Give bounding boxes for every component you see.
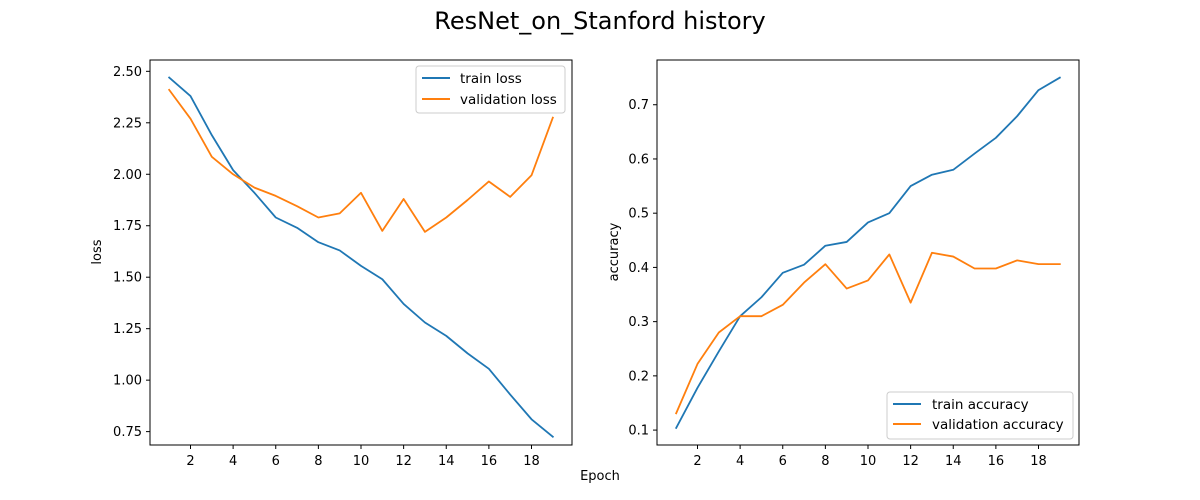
loss-y-ticks: 0.75 1.00 1.25 1.50 1.75 2.00 2.25 2.50 (113, 65, 150, 440)
loss-chart: 2 4 6 8 10 12 14 16 18 0.75 1.00 1.25 1.50 1.75 2.00 2… (90, 59, 573, 469)
accuracy-legend-label-validation: validation accuracy (932, 417, 1064, 433)
loss-legend: train loss validation loss (415, 65, 566, 114)
loss-y-tick-label: 2.25 (113, 116, 142, 131)
shared-x-axis-label: Epoch (580, 469, 620, 484)
accuracy-x-tick-label: 4 (736, 454, 744, 469)
accuracy-x-tick-label: 6 (779, 454, 787, 469)
accuracy-x-tick-label: 16 (988, 454, 1005, 469)
loss-y-tick-label: 1.75 (113, 219, 142, 234)
validation-loss-line (167, 88, 554, 233)
loss-x-tick-label: 4 (229, 454, 237, 469)
loss-x-tick-label: 14 (438, 454, 455, 469)
loss-legend-box (415, 65, 566, 114)
accuracy-x-tick-label: 2 (693, 454, 701, 469)
validation-accuracy-line (674, 251, 1061, 415)
loss-x-tick-label: 2 (186, 454, 194, 469)
accuracy-y-tick-label: 0.7 (628, 98, 649, 113)
loss-x-ticks: 2 4 6 8 10 12 14 16 18 (186, 445, 540, 469)
loss-x-tick-label: 6 (272, 454, 280, 469)
accuracy-y-tick-label: 0.5 (628, 207, 649, 222)
loss-y-tick-label: 2.50 (113, 65, 142, 80)
loss-x-tick-label: 18 (523, 454, 540, 469)
accuracy-legend-box (886, 391, 1074, 440)
accuracy-legend-label-train: train accuracy (932, 397, 1029, 413)
accuracy-x-ticks: 2 4 6 8 10 12 14 16 18 (693, 445, 1047, 469)
loss-x-tick-label: 16 (481, 454, 498, 469)
loss-series (167, 76, 555, 439)
accuracy-y-axis-label: accuracy (607, 222, 622, 281)
accuracy-x-tick-label: 18 (1030, 454, 1047, 469)
accuracy-x-tick-label: 8 (821, 454, 829, 469)
accuracy-y-tick-label: 0.1 (628, 424, 649, 439)
loss-legend-label-validation: validation loss (460, 92, 557, 108)
accuracy-x-tick-label: 12 (902, 454, 919, 469)
loss-x-tick-label: 10 (353, 454, 370, 469)
loss-y-tick-label: 1.25 (113, 322, 142, 337)
loss-y-tick-label: 1.00 (113, 374, 142, 389)
loss-y-axis-label: loss (90, 239, 105, 264)
loss-y-tick-label: 0.75 (113, 425, 142, 440)
train-loss-line (167, 76, 555, 439)
accuracy-y-tick-label: 0.4 (628, 261, 649, 276)
accuracy-y-tick-label: 0.6 (628, 152, 649, 167)
loss-y-tick-label: 2.00 (113, 168, 142, 183)
loss-x-tick-label: 8 (314, 454, 322, 469)
accuracy-y-ticks: 0.1 0.2 0.3 0.4 0.5 0.6 0.7 (628, 98, 657, 439)
accuracy-chart: 2 4 6 8 10 12 14 16 18 0.1 0.2 0.3 0.4 0.5 0.6 0.7 acc… (607, 59, 1080, 469)
accuracy-y-tick-label: 0.3 (628, 315, 649, 330)
accuracy-legend: train accuracy validation accuracy (886, 391, 1074, 440)
accuracy-x-tick-label: 10 (860, 454, 877, 469)
accuracy-series (674, 76, 1062, 430)
accuracy-y-tick-label: 0.2 (628, 369, 649, 384)
loss-y-tick-label: 1.50 (113, 271, 142, 286)
figure-title: ResNet_on_Stanford history (434, 7, 765, 35)
loss-x-tick-label: 12 (395, 454, 412, 469)
loss-legend-label-train: train loss (460, 71, 522, 87)
accuracy-x-tick-label: 14 (945, 454, 962, 469)
